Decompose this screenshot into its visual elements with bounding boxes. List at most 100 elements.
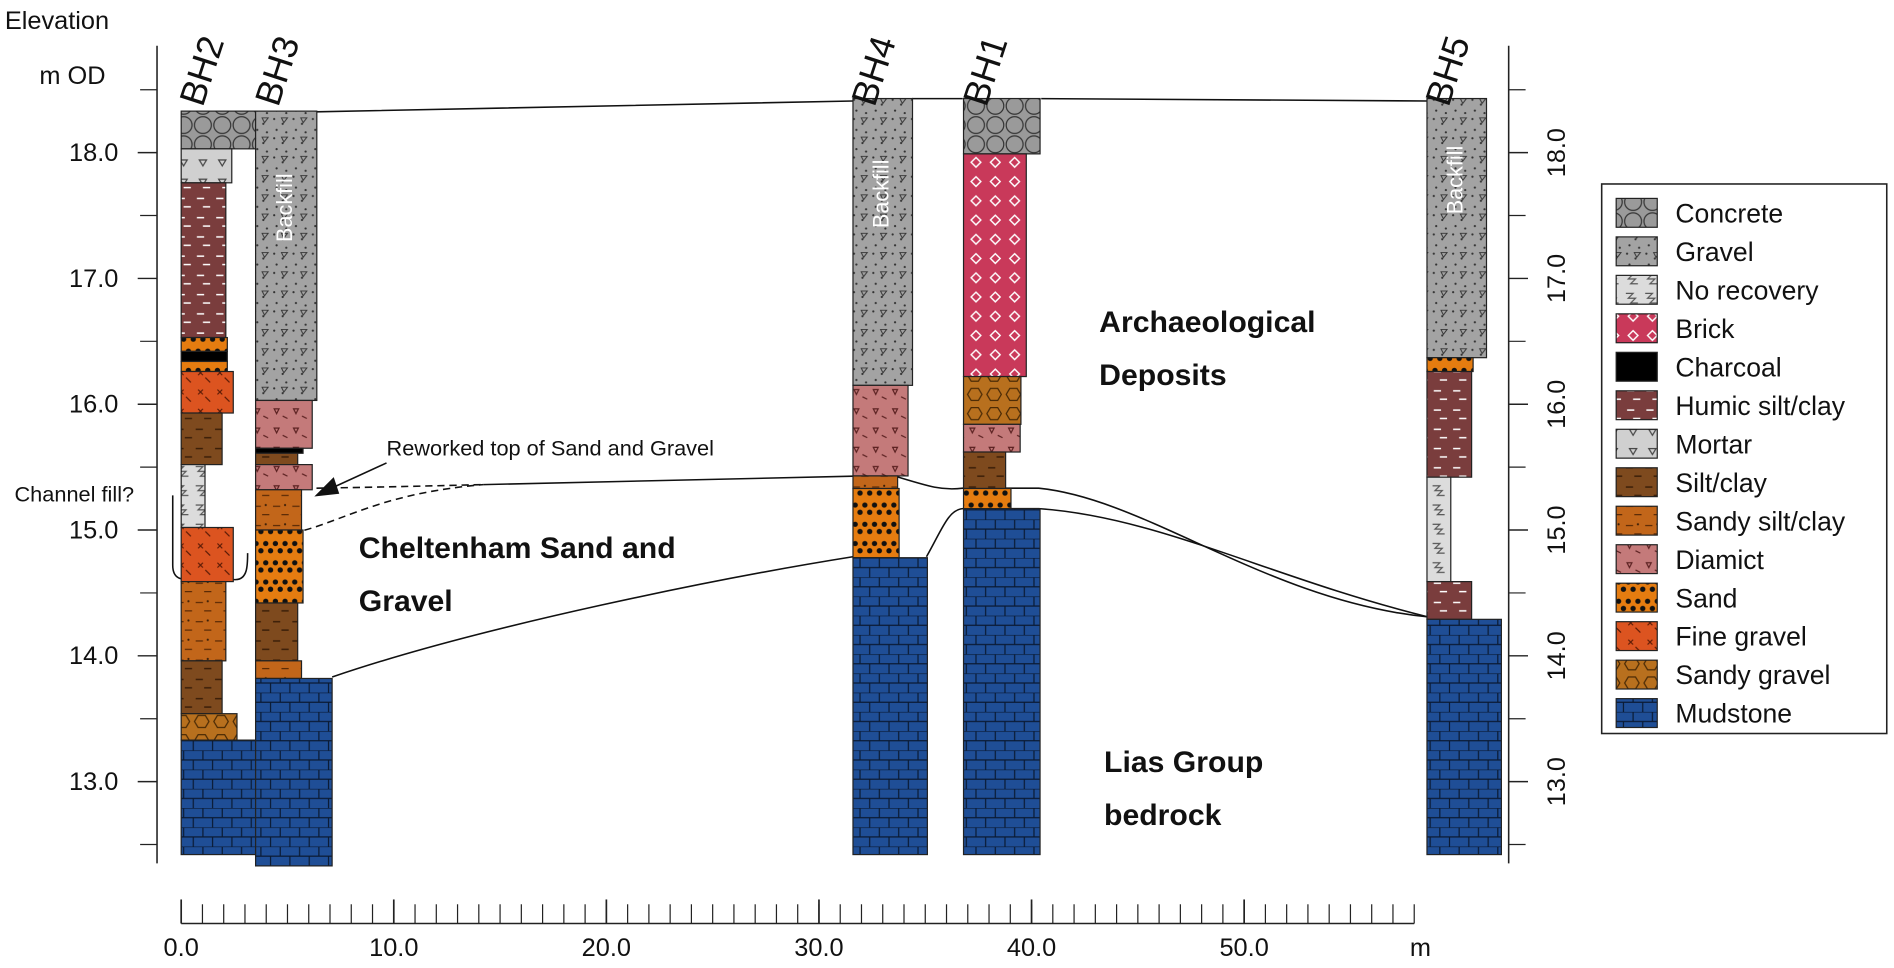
legend-swatch (1616, 506, 1657, 535)
borehole-name: BH3 (247, 31, 308, 110)
legend-label: Charcoal (1675, 352, 1781, 382)
legend-label: Diamict (1675, 545, 1764, 575)
layer (964, 99, 1041, 154)
legend-swatch (1616, 275, 1657, 304)
annotation: Cheltenham Sand and (359, 532, 676, 565)
layer (256, 465, 313, 490)
ground-surface (181, 99, 1428, 112)
layer (181, 183, 226, 338)
x-tick-label: 0.0 (164, 934, 199, 962)
layer (181, 661, 222, 714)
legend-label: No recovery (1675, 275, 1819, 305)
x-tick-label: 10.0 (369, 934, 418, 962)
y-tick-label: 16.0 (69, 391, 118, 419)
y2-tick-label: 18.0 (1543, 128, 1571, 177)
layer (853, 385, 908, 476)
y2-tick-label: 15.0 (1543, 505, 1571, 554)
annotation: Archaeological (1099, 306, 1315, 339)
layer (256, 530, 303, 603)
legend-label: Sand (1675, 583, 1737, 613)
layer (1427, 477, 1451, 581)
legend-swatch (1616, 622, 1657, 651)
layer (181, 111, 255, 149)
y-axis-title: Elevation (5, 7, 109, 35)
x-axis-unit: m (1410, 934, 1431, 962)
layer (181, 338, 227, 352)
layer (964, 489, 1011, 509)
layer (1427, 619, 1501, 854)
legend-swatch (1616, 429, 1657, 458)
y2-tick-label: 14.0 (1543, 631, 1571, 680)
y-tick-label: 15.0 (69, 516, 118, 544)
layer (964, 424, 1021, 452)
legend-label: Sandy silt/clay (1675, 506, 1846, 536)
layer (256, 448, 303, 453)
layer (256, 603, 298, 661)
chart: Elevation m OD m BH2BackfillBH3BackfillB… (0, 0, 1894, 968)
y2-tick-label: 13.0 (1543, 757, 1571, 806)
legend-label: Humic silt/clay (1675, 391, 1845, 421)
layer (181, 740, 255, 854)
legend-swatch (1616, 352, 1657, 381)
reworked-top (483, 476, 853, 484)
y2-tick-label: 17.0 (1543, 254, 1571, 303)
x-tick-label: 30.0 (794, 934, 843, 962)
borehole: BH2 (171, 31, 255, 855)
legend-label: Gravel (1675, 237, 1753, 267)
legend-swatch (1616, 545, 1657, 574)
x-tick-label: 40.0 (1007, 934, 1056, 962)
legend-swatch (1616, 468, 1657, 497)
arrow-head (316, 479, 338, 496)
annotation: Reworked top of Sand and Gravel (387, 436, 714, 461)
layer (256, 111, 317, 400)
layer (181, 465, 205, 528)
layer (853, 99, 913, 386)
layer (1427, 372, 1472, 478)
y-tick-label: 14.0 (69, 642, 118, 670)
legend-label: Mortar (1675, 429, 1752, 459)
layer (256, 661, 302, 679)
y2-tick-label: 16.0 (1543, 380, 1571, 429)
layer (181, 351, 227, 361)
layer (181, 149, 232, 183)
layer (853, 558, 927, 855)
layer (1427, 99, 1487, 358)
layer (181, 528, 233, 582)
annotation: Lias Group (1104, 746, 1263, 779)
legend-swatch (1616, 198, 1657, 227)
annotation: bedrock (1104, 799, 1222, 832)
legend-label: Sandy gravel (1675, 660, 1830, 690)
legend-swatch (1616, 660, 1657, 689)
x-tick-label: 50.0 (1219, 934, 1268, 962)
layer (256, 678, 333, 865)
y-tick-label: 18.0 (69, 139, 118, 167)
layer (964, 452, 1006, 488)
layer-label: Backfill (868, 160, 893, 229)
legend-swatch (1616, 699, 1657, 728)
legend-label: Mudstone (1675, 699, 1792, 729)
annotation: Gravel (359, 585, 453, 618)
layer (964, 377, 1021, 425)
layer (1427, 358, 1473, 372)
legend-label: Fine gravel (1675, 622, 1806, 652)
layer-label: Backfill (1442, 146, 1467, 215)
borehole-name: BH2 (171, 31, 232, 110)
layer (853, 476, 898, 489)
legend-label: Brick (1675, 314, 1735, 344)
annotation: Channel fill? (14, 481, 134, 506)
legend-label: Silt/clay (1675, 468, 1767, 498)
borehole: BH1 (955, 31, 1040, 855)
y-tick-label: 17.0 (69, 265, 118, 293)
layer (181, 582, 226, 661)
legend-swatch (1616, 391, 1657, 420)
borehole: BackfillBH5 (1417, 31, 1501, 855)
annotation: Deposits (1099, 359, 1226, 392)
layer (853, 489, 899, 558)
legend-label: Concrete (1675, 199, 1783, 229)
layer (181, 361, 227, 371)
layer (181, 714, 237, 740)
layer (181, 413, 222, 465)
